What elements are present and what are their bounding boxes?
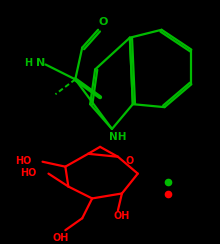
Text: HO: HO xyxy=(20,168,37,178)
Text: N: N xyxy=(36,58,45,68)
Text: OH: OH xyxy=(114,211,130,221)
Text: HO: HO xyxy=(15,156,32,166)
Text: O: O xyxy=(126,156,134,166)
Text: O: O xyxy=(98,17,108,27)
Text: NH: NH xyxy=(109,132,127,142)
Text: OH: OH xyxy=(52,233,69,243)
Text: H: H xyxy=(25,58,33,68)
